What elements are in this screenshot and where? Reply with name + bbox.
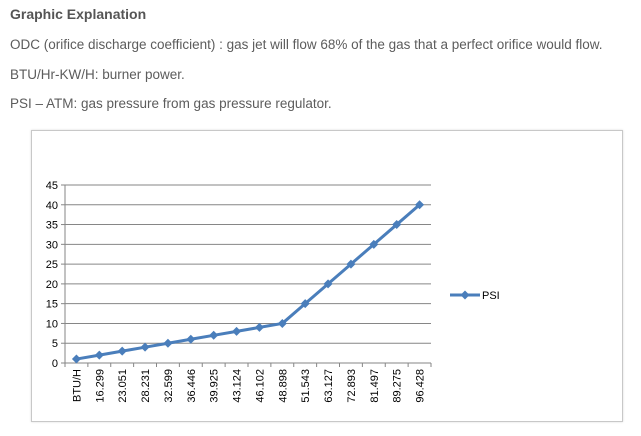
data-point — [117, 346, 127, 356]
x-tick-label: 43.124 — [232, 369, 244, 403]
data-point — [369, 239, 379, 249]
x-tick-label: 96.428 — [415, 369, 427, 403]
y-tick-label: 15 — [46, 299, 58, 311]
data-point — [323, 279, 333, 289]
legend-marker — [460, 290, 470, 300]
y-tick-label: 45 — [46, 180, 58, 192]
psi-explanation: PSI – ATM: gas pressure from gas pressur… — [10, 96, 332, 111]
data-point — [163, 338, 173, 348]
x-tick-label: 89.275 — [392, 369, 404, 403]
y-tick-label: 35 — [46, 220, 58, 232]
data-point — [71, 354, 81, 364]
x-tick-label: 28.231 — [140, 369, 152, 403]
x-tick-label: 46.102 — [254, 369, 266, 403]
x-tick-label: 32.599 — [163, 369, 175, 403]
data-point — [277, 318, 287, 328]
data-point — [232, 326, 242, 336]
y-tick-label: 20 — [46, 279, 58, 291]
y-tick-label: 25 — [46, 259, 58, 271]
y-tick-label: 5 — [52, 338, 58, 350]
data-point — [415, 200, 425, 210]
btu-explanation: BTU/Hr-KW/H: burner power. — [10, 67, 185, 82]
data-point — [300, 299, 310, 309]
y-tick-label: 0 — [52, 358, 58, 370]
legend-label: PSI — [482, 290, 500, 302]
x-tick-label: 48.898 — [277, 369, 289, 403]
x-tick-label: 51.543 — [300, 369, 312, 403]
data-point — [346, 259, 356, 269]
chart-container: 0 5 10 15 20 25 30 35 40 45 BTU/H 16.299 23.051 28.23… — [31, 130, 623, 422]
y-tick-label: 30 — [46, 239, 58, 251]
x-tick-label: 39.925 — [209, 369, 221, 403]
line-chart: 0 5 10 15 20 25 30 35 40 45 BTU/H 16.299 23.051 28.23… — [46, 180, 500, 403]
data-point — [140, 342, 150, 352]
page-heading: Graphic Explanation — [10, 6, 147, 22]
x-tick-label: 36.446 — [186, 369, 198, 403]
data-point — [186, 334, 196, 344]
data-point — [94, 350, 104, 360]
x-tick-label: 23.051 — [117, 369, 129, 403]
series-line — [76, 203, 421, 361]
x-tick-label: 72.893 — [346, 369, 358, 403]
data-point — [254, 322, 264, 332]
x-tick-label: 63.127 — [323, 369, 335, 403]
data-point — [209, 330, 219, 340]
x-tick-label: 16.299 — [94, 369, 106, 403]
x-tick-label: 81.497 — [369, 369, 381, 403]
odc-explanation: ODC (orifice discharge coefficient) : ga… — [10, 37, 603, 52]
y-tick-label: 40 — [46, 200, 58, 212]
x-tick-label: BTU/H — [71, 369, 83, 402]
y-tick-label: 10 — [46, 318, 58, 330]
data-point — [392, 220, 402, 230]
